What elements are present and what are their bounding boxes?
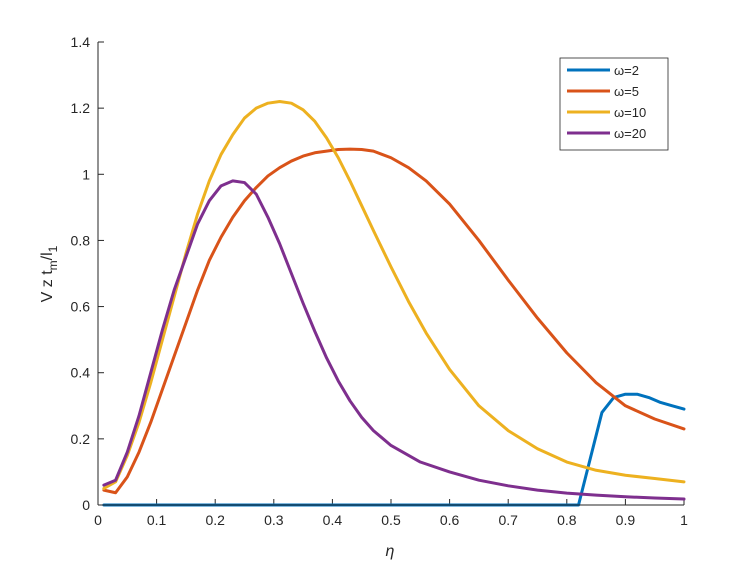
y-tick-label: 0.4 (71, 365, 91, 381)
y-tick-label: 0 (82, 497, 90, 513)
y-tick-label: 1 (82, 166, 90, 182)
y-axis-label-sub2: 1 (46, 245, 60, 252)
x-tick-label: 0.1 (147, 512, 167, 528)
x-axis-label: η (386, 543, 395, 560)
y-tick-label: 0.2 (71, 431, 91, 447)
legend: ω=2 ω=5 ω=10 ω=20 (559, 57, 669, 151)
y-axis-label-mid: /l (39, 252, 56, 260)
legend-label-3: ω=10 (614, 105, 646, 120)
legend-box (559, 57, 669, 151)
x-tick-label: 0.5 (381, 512, 401, 528)
y-tick-label: 0.8 (71, 232, 91, 248)
y-axis-label-main: V z t (39, 270, 56, 303)
x-tick-label: 0 (94, 512, 102, 528)
series-layer (102, 100, 686, 507)
x-tick-label: 1 (680, 512, 688, 528)
y-tick-label: 1.2 (71, 100, 91, 116)
x-tick-label: 0.6 (440, 512, 460, 528)
x-tick-label: 0.2 (205, 512, 225, 528)
x-tick-label: 0.9 (616, 512, 636, 528)
series-line-2 (102, 147, 686, 495)
legend-label-2: ω=5 (614, 84, 639, 99)
legend-label-4: ω=20 (614, 126, 646, 141)
x-tick-label: 0.3 (264, 512, 284, 528)
y-axis-label: V z tm/l1 (39, 245, 60, 302)
axes (97, 42, 684, 506)
series-line-3 (102, 100, 686, 490)
x-tick-label: 0.4 (323, 512, 343, 528)
x-tick-label: 0.7 (498, 512, 518, 528)
series-line-4 (102, 179, 686, 501)
y-tick-label: 1.4 (71, 34, 91, 50)
tick-labels: 0 0.1 0.2 0.3 0.4 0.5 0.6 0.7 0.8 0.9 1 0 0.2 0.4 0.6 0… (71, 34, 689, 528)
y-axis-label-sub1: m (46, 260, 60, 270)
legend-label-1: ω=2 (614, 63, 639, 78)
x-tick-label: 0.8 (557, 512, 577, 528)
y-tick-label: 0.6 (71, 299, 91, 315)
